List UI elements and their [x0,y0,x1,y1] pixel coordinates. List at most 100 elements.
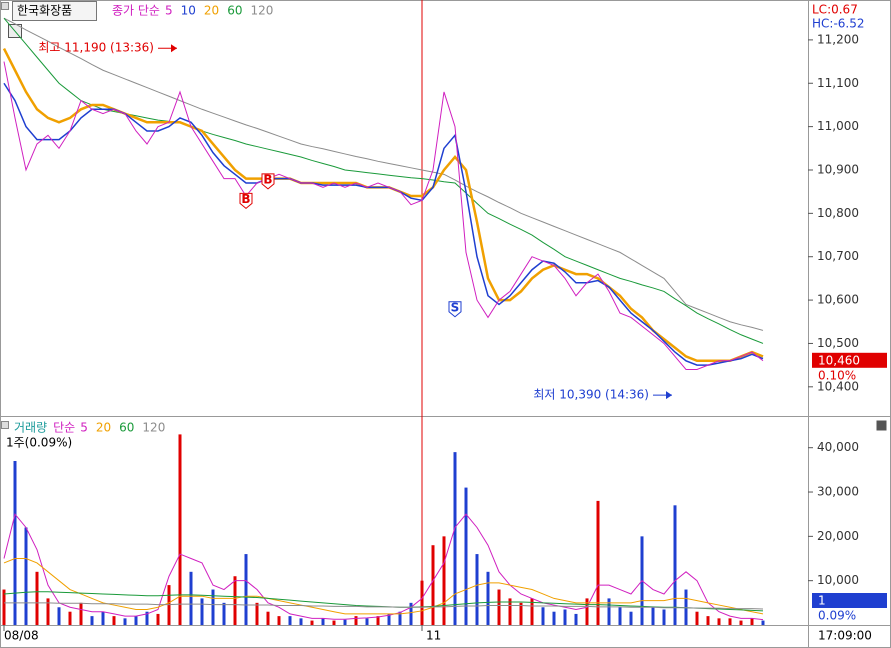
volume-bar [79,602,83,625]
x-tick-label: 11 [426,629,441,643]
signal-marker [448,301,462,318]
volume-ma-line [4,602,764,610]
volume-bar [585,598,589,625]
volume-bar [299,618,303,625]
y-tick-label: 11,200 [817,32,859,46]
volume-bar [739,620,743,625]
volume-bar [145,611,149,625]
volume-bar [750,618,754,625]
last-value-label: 1 [818,594,826,608]
chart-title: 한국화장품 [17,4,72,18]
volume-bar [651,607,655,625]
volume-bar [552,611,556,625]
legend-entry: 60 [227,4,242,18]
volume-bar [68,611,72,625]
volume-ma-line [3,513,764,621]
title-box [12,1,97,21]
volume-bar [233,576,237,625]
legend-title: 종가 단순 [112,4,160,18]
volume-bar [519,602,523,625]
volume-bar [222,602,226,625]
panel-icon[interactable] [1,421,9,429]
panel-icon[interactable] [1,2,9,10]
volume-bar [398,611,402,625]
y-tick-label: 10,900 [817,162,859,176]
y-tick-label: 10,400 [817,379,859,393]
legend-entry: 20 [96,421,111,435]
volume-bar [277,616,281,625]
volume-bar [156,613,160,625]
volume-bar [497,589,501,625]
annotation-text: 최고 11,190 (13:36) [38,41,154,55]
volume-bar [112,616,116,625]
volume-bar [761,620,765,625]
volume-bar [134,616,138,625]
legend-title: 단순 [53,421,75,435]
volume-bar [409,602,413,625]
volume-bar [35,571,39,625]
corner-label: LC:0.67 [812,3,858,17]
volume-bar [332,620,336,625]
legend-entry: 거래량 [14,421,47,435]
volume-ma-line [3,558,764,615]
legend-entry: 120 [142,421,165,435]
last-value-box [812,593,887,608]
volume-bar [431,545,435,625]
volume-bar [211,589,215,625]
legend-entry: 10 [181,4,196,18]
volume-bar [46,598,50,625]
volume-bar [200,598,204,625]
y-tick-label: 40,000 [817,440,859,454]
volume-bar [354,616,358,625]
last-change-label: 0.09% [818,609,856,623]
y-tick-label: 10,700 [817,249,859,263]
y-tick-label: 11,100 [817,76,859,90]
legend-entry: 20 [204,4,219,18]
annotation-arrowhead [171,44,177,53]
volume-bar [310,620,314,625]
price-line [3,17,764,331]
signal-label: B [241,192,250,206]
time-label: 17:09:00 [818,629,872,643]
price-line [3,82,764,366]
signal-label: S [451,300,460,314]
last-change-label: 0.10% [818,368,856,382]
price-line [3,61,764,370]
volume-bar [695,611,699,625]
x-tick-label: 08/08 [4,629,39,643]
legend-entry: 60 [119,421,134,435]
y-tick-label: 11,000 [817,119,859,133]
legend-entry: 5 [165,4,173,18]
corner-label: HC:-6.52 [812,17,865,31]
close-button[interactable] [876,420,887,431]
volume-bar [266,611,270,625]
volume-bar [662,609,666,625]
volume-bar [574,613,578,625]
y-tick-label: 10,800 [817,206,859,220]
volume-bar [387,613,391,625]
volume-bar [24,527,28,625]
volume-bar [376,616,380,625]
volume-bar [189,571,193,625]
y-tick-label: 20,000 [817,529,859,543]
volume-bar [706,616,710,625]
volume-bar [717,618,721,625]
annotation-text: 최저 10,390 (14:36) [533,388,649,402]
volume-bar [629,611,633,625]
y-tick-label: 10,500 [817,336,859,350]
volume-bar [728,618,732,625]
signal-marker [239,192,253,209]
volume-bar [255,602,259,625]
volume-bar [288,616,292,625]
volume-subtitle: 1주(0.09%) [6,436,72,450]
volume-bar [343,619,347,625]
volume-bar [123,618,127,625]
y-tick-label: 30,000 [817,485,859,499]
volume-bar [365,618,369,625]
volume-bar [321,618,325,625]
volume-bar [90,616,94,625]
last-value-label: 10,460 [818,353,860,367]
volume-bar [673,505,677,625]
